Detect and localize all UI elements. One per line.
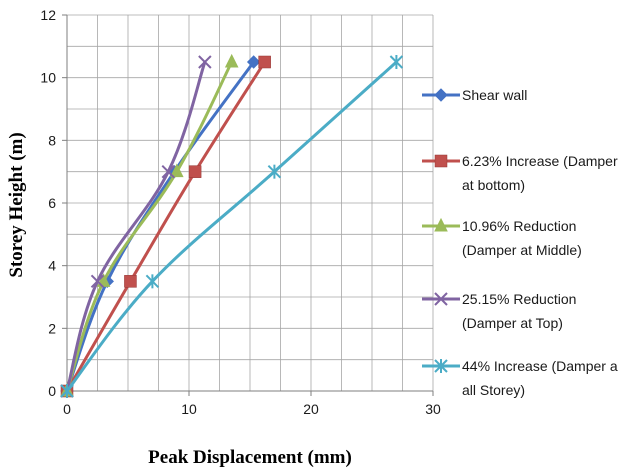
series-4-point-2 [90,274,105,289]
y-tick-label: 8 [48,132,56,148]
series-4-point-4 [198,55,212,69]
series-3-line [65,61,234,392]
x-tick-label: 30 [425,401,441,417]
legend-item-2: 6.23% Increase (Damper at bottom) [422,153,618,193]
y-tick-label: 12 [40,7,56,23]
y-tick-label: 0 [48,383,56,399]
legend-label: at bottom) [462,177,525,193]
legend-item-1: Shear wall [422,87,527,103]
series-1-point-4 [246,55,261,69]
legend: Shear wall 6.23% Increase (Damper at botto… [422,87,618,398]
series-5-line [65,60,398,392]
series-4-line [65,61,207,392]
series-5-point-2 [145,274,160,289]
legend-label: (Damper at Top) [462,315,563,331]
legend-label: 44% Increase (Damper a [462,358,618,374]
series-2-point-3 [188,165,202,178]
legend-swatch-marker [434,217,448,232]
y-tick-label: 6 [48,195,56,211]
series-2-point-4 [258,55,271,69]
legend-item-5: 44% Increase (Damper a all Storey) [422,358,618,398]
series-2-point-2 [124,275,137,288]
series-2 [60,55,271,398]
tick-labels: 0 10 20 30 0 2 4 6 8 10 12 [40,7,441,417]
series-5 [60,55,404,398]
series-2-line [65,61,266,392]
grid-lines [66,14,434,392]
x-tick-label: 0 [63,401,71,417]
legend-swatch-marker [434,359,448,373]
series-4-point-3 [161,164,175,179]
legend-swatch-marker [434,292,448,306]
legend-label: 10.96% Reduction [462,218,576,234]
series-layer [60,53,404,398]
series-5-point-4 [389,55,404,69]
legend-label: (Damper at Middle) [462,242,582,258]
y-tick-label: 10 [40,70,56,86]
legend-swatch-marker [434,154,448,168]
series-5-point-1 [60,384,74,398]
y-axis-title: Storey Height (m) [6,132,27,277]
y-tick-label: 4 [48,258,56,274]
series-1 [60,55,261,398]
series-3-point-4 [224,53,239,68]
legend-swatch-marker [434,88,448,102]
x-tick-label: 20 [303,401,319,417]
legend-label: Shear wall [462,87,527,103]
x-axis-title: Peak Displacement (mm) [148,447,352,468]
x-tick-label: 10 [181,401,197,417]
series-3-point-3 [169,163,184,178]
series-5-point-3 [267,164,282,179]
legend-label: 6.23% Increase (Damper [462,153,618,169]
legend-label: 25.15% Reduction [462,291,576,307]
y-tick-label: 2 [48,320,56,336]
legend-label: all Storey) [462,382,525,398]
legend-item-4: 25.15% Reduction (Damper at Top) [422,291,576,331]
legend-item-3: 10.96% Reduction (Damper at Middle) [422,217,582,258]
